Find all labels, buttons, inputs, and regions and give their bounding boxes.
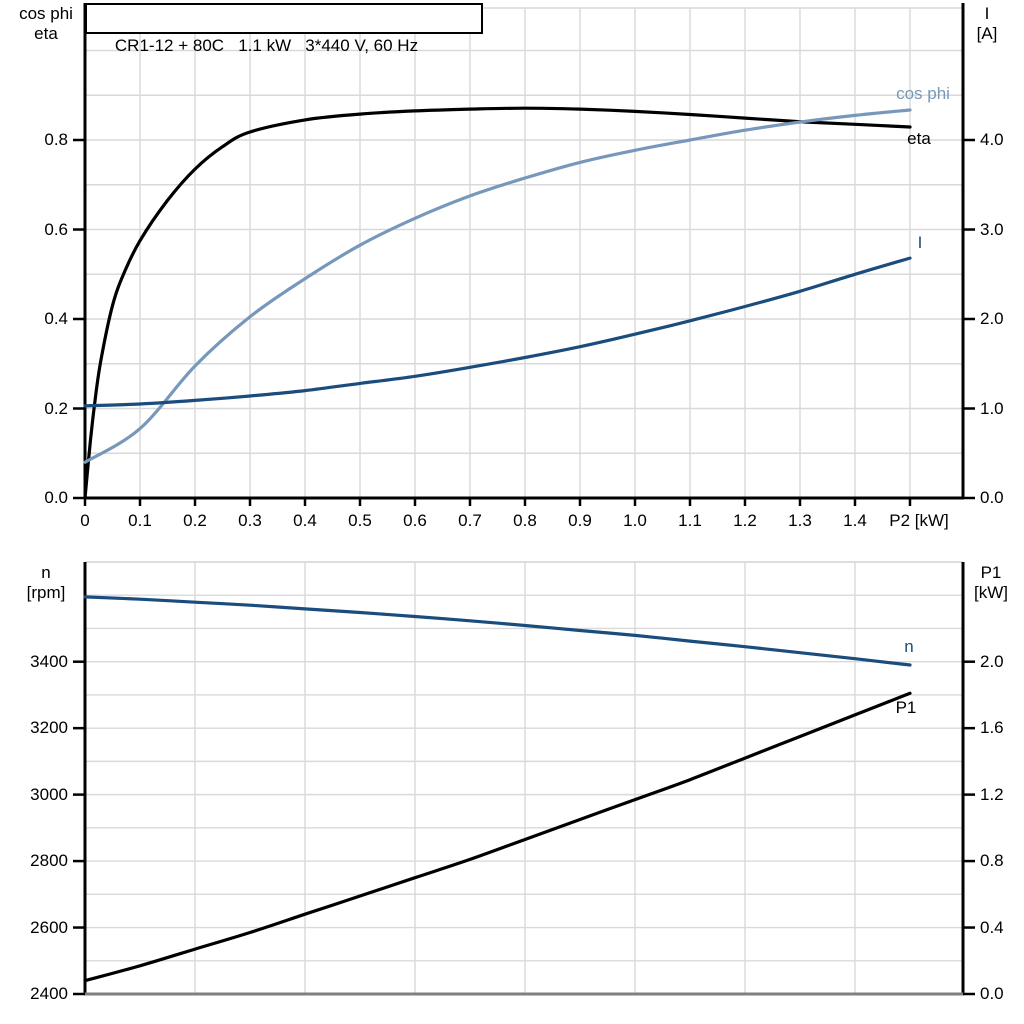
bottom-left-axis-label: n [rpm] xyxy=(8,563,84,603)
y-tick-label-left: 2800 xyxy=(30,851,68,871)
y-tick-label-left: 0.2 xyxy=(44,398,68,418)
y-tick-label-right: 0.4 xyxy=(980,917,1004,937)
curve-I xyxy=(83,256,912,408)
y-tick-label-left: 0.4 xyxy=(44,309,68,328)
top-left-axis-label: cos phi eta xyxy=(8,4,84,44)
x-tick-label: 0.1 xyxy=(128,511,152,530)
axis-label-p1-unit: [kW] xyxy=(974,583,1008,602)
x-tick-label: 0.6 xyxy=(403,511,427,530)
y-tick-label-left: 2600 xyxy=(30,917,68,937)
axis-label-cos-phi: cos phi xyxy=(19,4,73,23)
x-tick-label: 0.5 xyxy=(348,511,372,530)
x-tick-label: 0.8 xyxy=(513,511,537,530)
x-tick-label: 1.3 xyxy=(788,511,812,530)
y-tick-label-right: 4.0 xyxy=(980,130,1004,149)
curve-n xyxy=(83,595,912,667)
chart-title-box: CR1-12 + 80C 1.1 kW 3*440 V, 60 Hz xyxy=(85,3,483,55)
curve-P1 xyxy=(83,691,912,983)
y-tick-label-left: 3000 xyxy=(30,784,68,804)
chart-title: CR1-12 + 80C 1.1 kW 3*440 V, 60 Hz xyxy=(114,36,419,55)
y-tick-label-left: 3400 xyxy=(30,651,68,671)
curve-cos-phi xyxy=(83,108,912,464)
y-tick-label-left: 0.0 xyxy=(44,488,68,507)
y-tick-label-right: 1.2 xyxy=(980,784,1004,804)
y-tick-label-right: 3.0 xyxy=(980,219,1004,239)
curve-label-eta: eta xyxy=(907,129,931,148)
curve-label-n: n xyxy=(904,637,914,656)
curve-label-P1: P1 xyxy=(895,698,917,717)
y-tick-label-right: 1.6 xyxy=(980,718,1004,738)
x-axis-title: P2 [kW] xyxy=(889,511,949,530)
axis-label-speed-unit: [rpm] xyxy=(26,583,66,602)
y-tick-label-right: 0.0 xyxy=(980,984,1004,1003)
y-tick-label-right: 2.0 xyxy=(980,651,1004,671)
curve-label-I: I xyxy=(917,233,923,252)
y-tick-label-right: 0.8 xyxy=(980,851,1004,871)
y-tick-label-left: 3200 xyxy=(30,718,68,738)
x-tick-label: 1.2 xyxy=(733,511,757,530)
y-tick-label-left: 0.8 xyxy=(44,130,68,149)
x-tick-label: 0.7 xyxy=(458,511,482,530)
axis-label-current-unit: [A] xyxy=(976,24,998,43)
axis-label-speed: n xyxy=(41,563,51,582)
y-tick-label-right: 1.0 xyxy=(980,398,1004,418)
x-tick-label: 1.4 xyxy=(843,511,867,530)
x-tick-label: 1.1 xyxy=(678,511,702,530)
x-tick-label: 0.9 xyxy=(568,511,592,530)
y-tick-label-left: 0.6 xyxy=(44,219,68,239)
x-tick-label: 0 xyxy=(80,511,90,530)
y-tick-label-left: 2400 xyxy=(30,984,68,1003)
curve-eta xyxy=(83,106,912,500)
x-tick-label: 1.0 xyxy=(623,511,647,530)
axis-label-current: I xyxy=(984,4,990,23)
y-tick-label-right: 0.0 xyxy=(980,488,1004,507)
y-tick-label-right: 2.0 xyxy=(980,309,1004,328)
bottom-right-axis-label: P1 [kW] xyxy=(958,563,1024,603)
axis-label-p1: P1 xyxy=(980,563,1002,582)
x-tick-label: 0.3 xyxy=(238,511,262,530)
top-right-axis-label: I [A] xyxy=(955,4,1019,44)
x-tick-label: 0.2 xyxy=(183,511,207,530)
axis-label-eta: eta xyxy=(34,24,58,43)
curve-label-cos-phi: cos phi xyxy=(896,84,950,103)
x-tick-label: 0.4 xyxy=(293,511,317,530)
